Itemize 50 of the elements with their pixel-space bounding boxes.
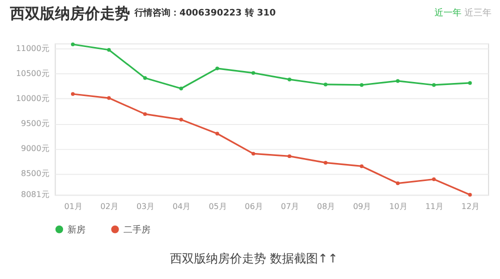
point (396, 181, 400, 186)
point (288, 154, 292, 158)
point (360, 83, 364, 87)
point (143, 112, 147, 116)
point (288, 78, 292, 82)
point (179, 86, 184, 90)
text: 西双版纳房价走势 数据截图↑↑ (170, 251, 338, 266)
y-tick-label: 9500元 (21, 119, 50, 128)
x-tick-label: 08月 (317, 202, 336, 212)
point (107, 96, 111, 100)
point (360, 164, 364, 168)
point (252, 152, 256, 156)
y-tick-label: 8500元 (21, 169, 50, 178)
y-tick-label: 8081元 (21, 190, 50, 200)
point (432, 83, 436, 87)
y-tick-label: 9000元 (21, 144, 50, 154)
chart-title: 西双版纳房价走势 (8, 4, 130, 22)
point (432, 177, 436, 182)
y-tick-label: 10500元 (16, 68, 50, 78)
x-tick-label: 11月 (425, 202, 444, 212)
y-tick-label: 10000元 (16, 94, 50, 104)
point (324, 160, 328, 165)
point (143, 76, 147, 80)
point (179, 118, 184, 122)
x-tick-label: 02月 (100, 202, 118, 212)
text: 近一年 (434, 7, 462, 18)
y-tick-label: 11000元 (16, 44, 50, 53)
point (324, 82, 328, 86)
point (107, 48, 111, 52)
point (215, 132, 220, 136)
x-tick-label: 07月 (280, 202, 300, 212)
point (215, 66, 220, 70)
x-tick-label: 01月 (64, 202, 82, 212)
x-tick-label: 05月 (208, 202, 227, 212)
x-tick-label: 10月 (389, 202, 408, 212)
point (468, 192, 472, 197)
point (252, 71, 256, 75)
text: 行情咨询：4006390223 转 310 (133, 7, 276, 18)
point (70, 42, 75, 46)
legend-label: 二手房 (124, 224, 151, 236)
x-tick-label: 12月 (461, 202, 480, 212)
x-tick-label: 09月 (353, 202, 372, 212)
point (468, 81, 472, 85)
x-tick-label: 04月 (172, 202, 191, 212)
point (70, 92, 75, 96)
legend-label: 新房 (68, 224, 86, 236)
x-tick-label: 06月 (244, 202, 263, 212)
point (396, 79, 400, 83)
text: 近三年 (464, 7, 492, 18)
x-tick-label: 03月 (136, 202, 155, 212)
